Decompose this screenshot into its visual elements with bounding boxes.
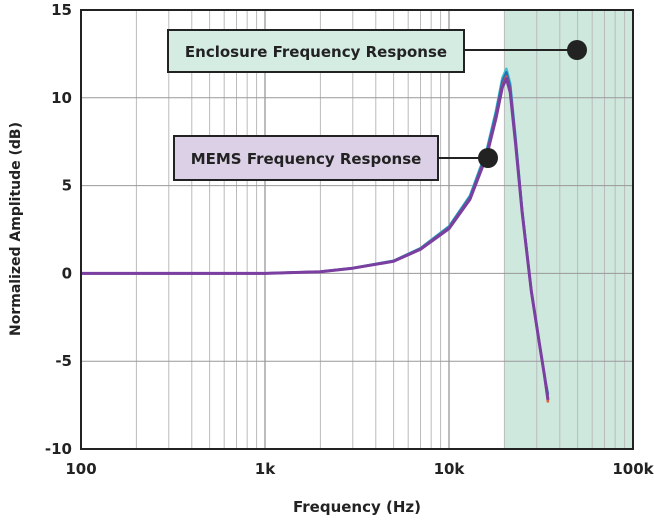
plot-frame <box>80 9 634 450</box>
shaded-region <box>504 10 633 449</box>
y-tick-label: 0 <box>62 264 72 282</box>
enclosure-marker <box>567 40 587 60</box>
y-axis-label: Normalized Amplitude (dB) <box>8 122 24 336</box>
y-tick-label: -10 <box>45 440 72 458</box>
x-tick-label: 10k <box>434 460 466 478</box>
x-tick-label: 100 <box>65 460 96 478</box>
series-line <box>81 67 550 400</box>
x-tick-label: 1k <box>255 460 276 478</box>
y-tick-label: 15 <box>51 1 72 19</box>
series-line <box>81 75 550 403</box>
enclosure-annotation: Enclosure Frequency Response <box>167 29 587 73</box>
mems-label: MEMS Frequency Response <box>191 150 422 168</box>
y-tick-label: 10 <box>51 89 72 107</box>
tick-labels: 100 1k 10k 100k -10 -5 0 5 10 15 <box>45 1 654 478</box>
enclosure-label-box <box>167 29 465 73</box>
x-tick-label: 100k <box>612 460 654 478</box>
mems-marker <box>478 148 498 168</box>
enclosure-label: Enclosure Frequency Response <box>185 43 447 61</box>
mems-annotation: MEMS Frequency Response <box>173 135 498 181</box>
y-tick-label: -5 <box>55 352 72 370</box>
mems-label-box <box>173 135 439 181</box>
series-lines <box>81 67 550 403</box>
x-axis-label: Frequency (Hz) <box>293 498 421 516</box>
series-line <box>81 77 550 401</box>
y-tick-label: 5 <box>62 177 72 195</box>
series-line <box>81 71 550 395</box>
grid <box>81 9 633 450</box>
